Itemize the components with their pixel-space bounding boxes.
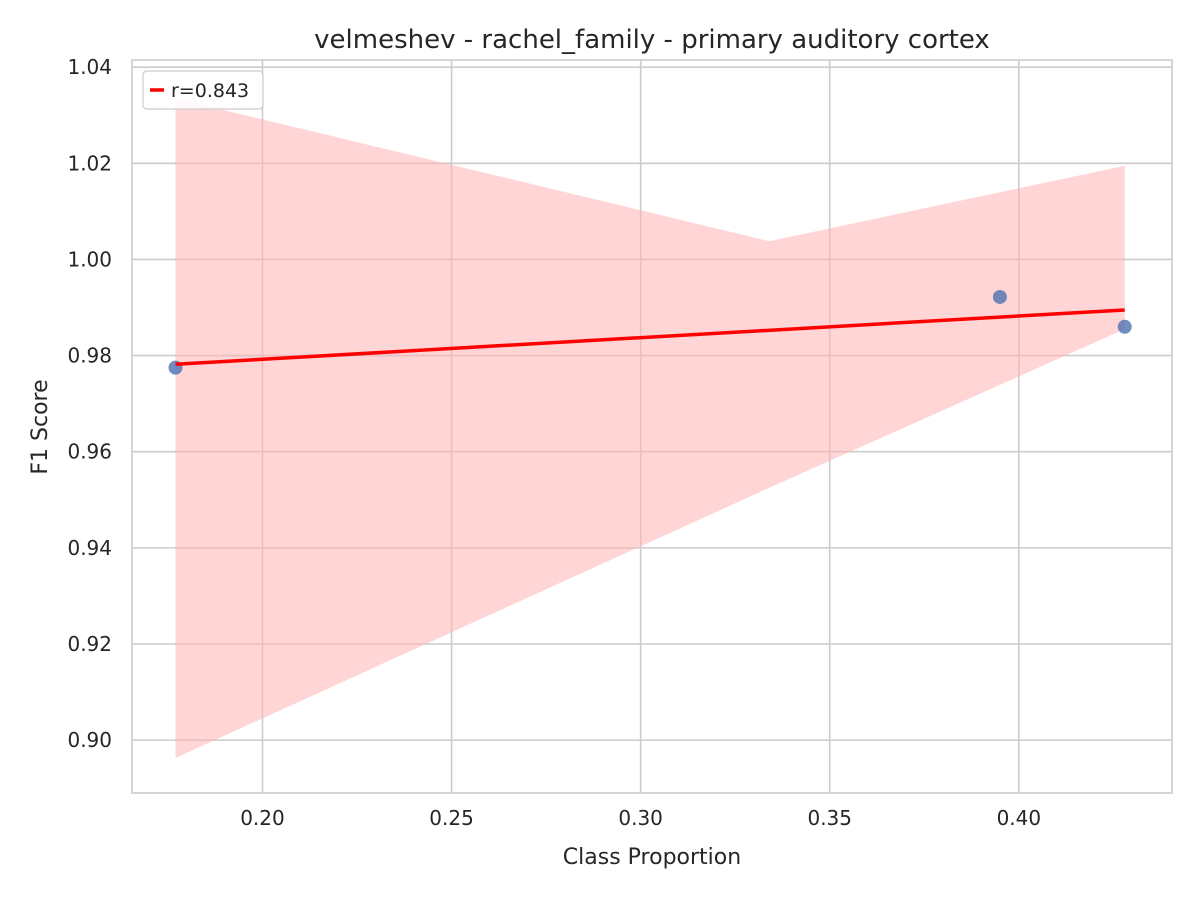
y-axis-ticks: 0.90 0.92 0.94 0.96 0.98 1.00 1.02 1.04	[67, 55, 112, 752]
y-tick-label: 0.96	[67, 440, 112, 464]
y-tick-label: 0.90	[67, 728, 112, 752]
y-tick-label: 0.92	[67, 632, 112, 656]
x-tick-label: 0.40	[997, 806, 1042, 830]
axes-frame	[131, 59, 1173, 794]
plot-area	[131, 59, 1173, 794]
y-tick-label: 1.00	[67, 247, 112, 271]
y-tick-label: 1.02	[67, 151, 112, 175]
x-tick-label: 0.30	[618, 806, 663, 830]
legend: r=0.843	[142, 70, 264, 110]
legend-label: r=0.843	[171, 80, 249, 102]
x-axis-ticks: 0.20 0.25 0.30 0.35 0.40	[240, 806, 1041, 830]
x-tick-label: 0.20	[240, 806, 285, 830]
legend-box	[142, 70, 264, 110]
y-axis-label: F1 Score	[28, 379, 53, 474]
x-axis-label: Class Proportion	[563, 845, 741, 870]
chart-title: velmeshev - rachel_family - primary audi…	[314, 25, 990, 55]
y-tick-label: 0.98	[67, 344, 112, 368]
confidence-band	[175, 98, 1125, 758]
data-point	[992, 289, 1007, 304]
y-tick-label: 1.04	[67, 55, 112, 79]
data-point	[1117, 319, 1132, 334]
regression-line	[175, 308, 1125, 367]
y-tick-label: 0.94	[67, 536, 112, 560]
x-tick-label: 0.35	[807, 806, 852, 830]
x-tick-label: 0.25	[429, 806, 474, 830]
